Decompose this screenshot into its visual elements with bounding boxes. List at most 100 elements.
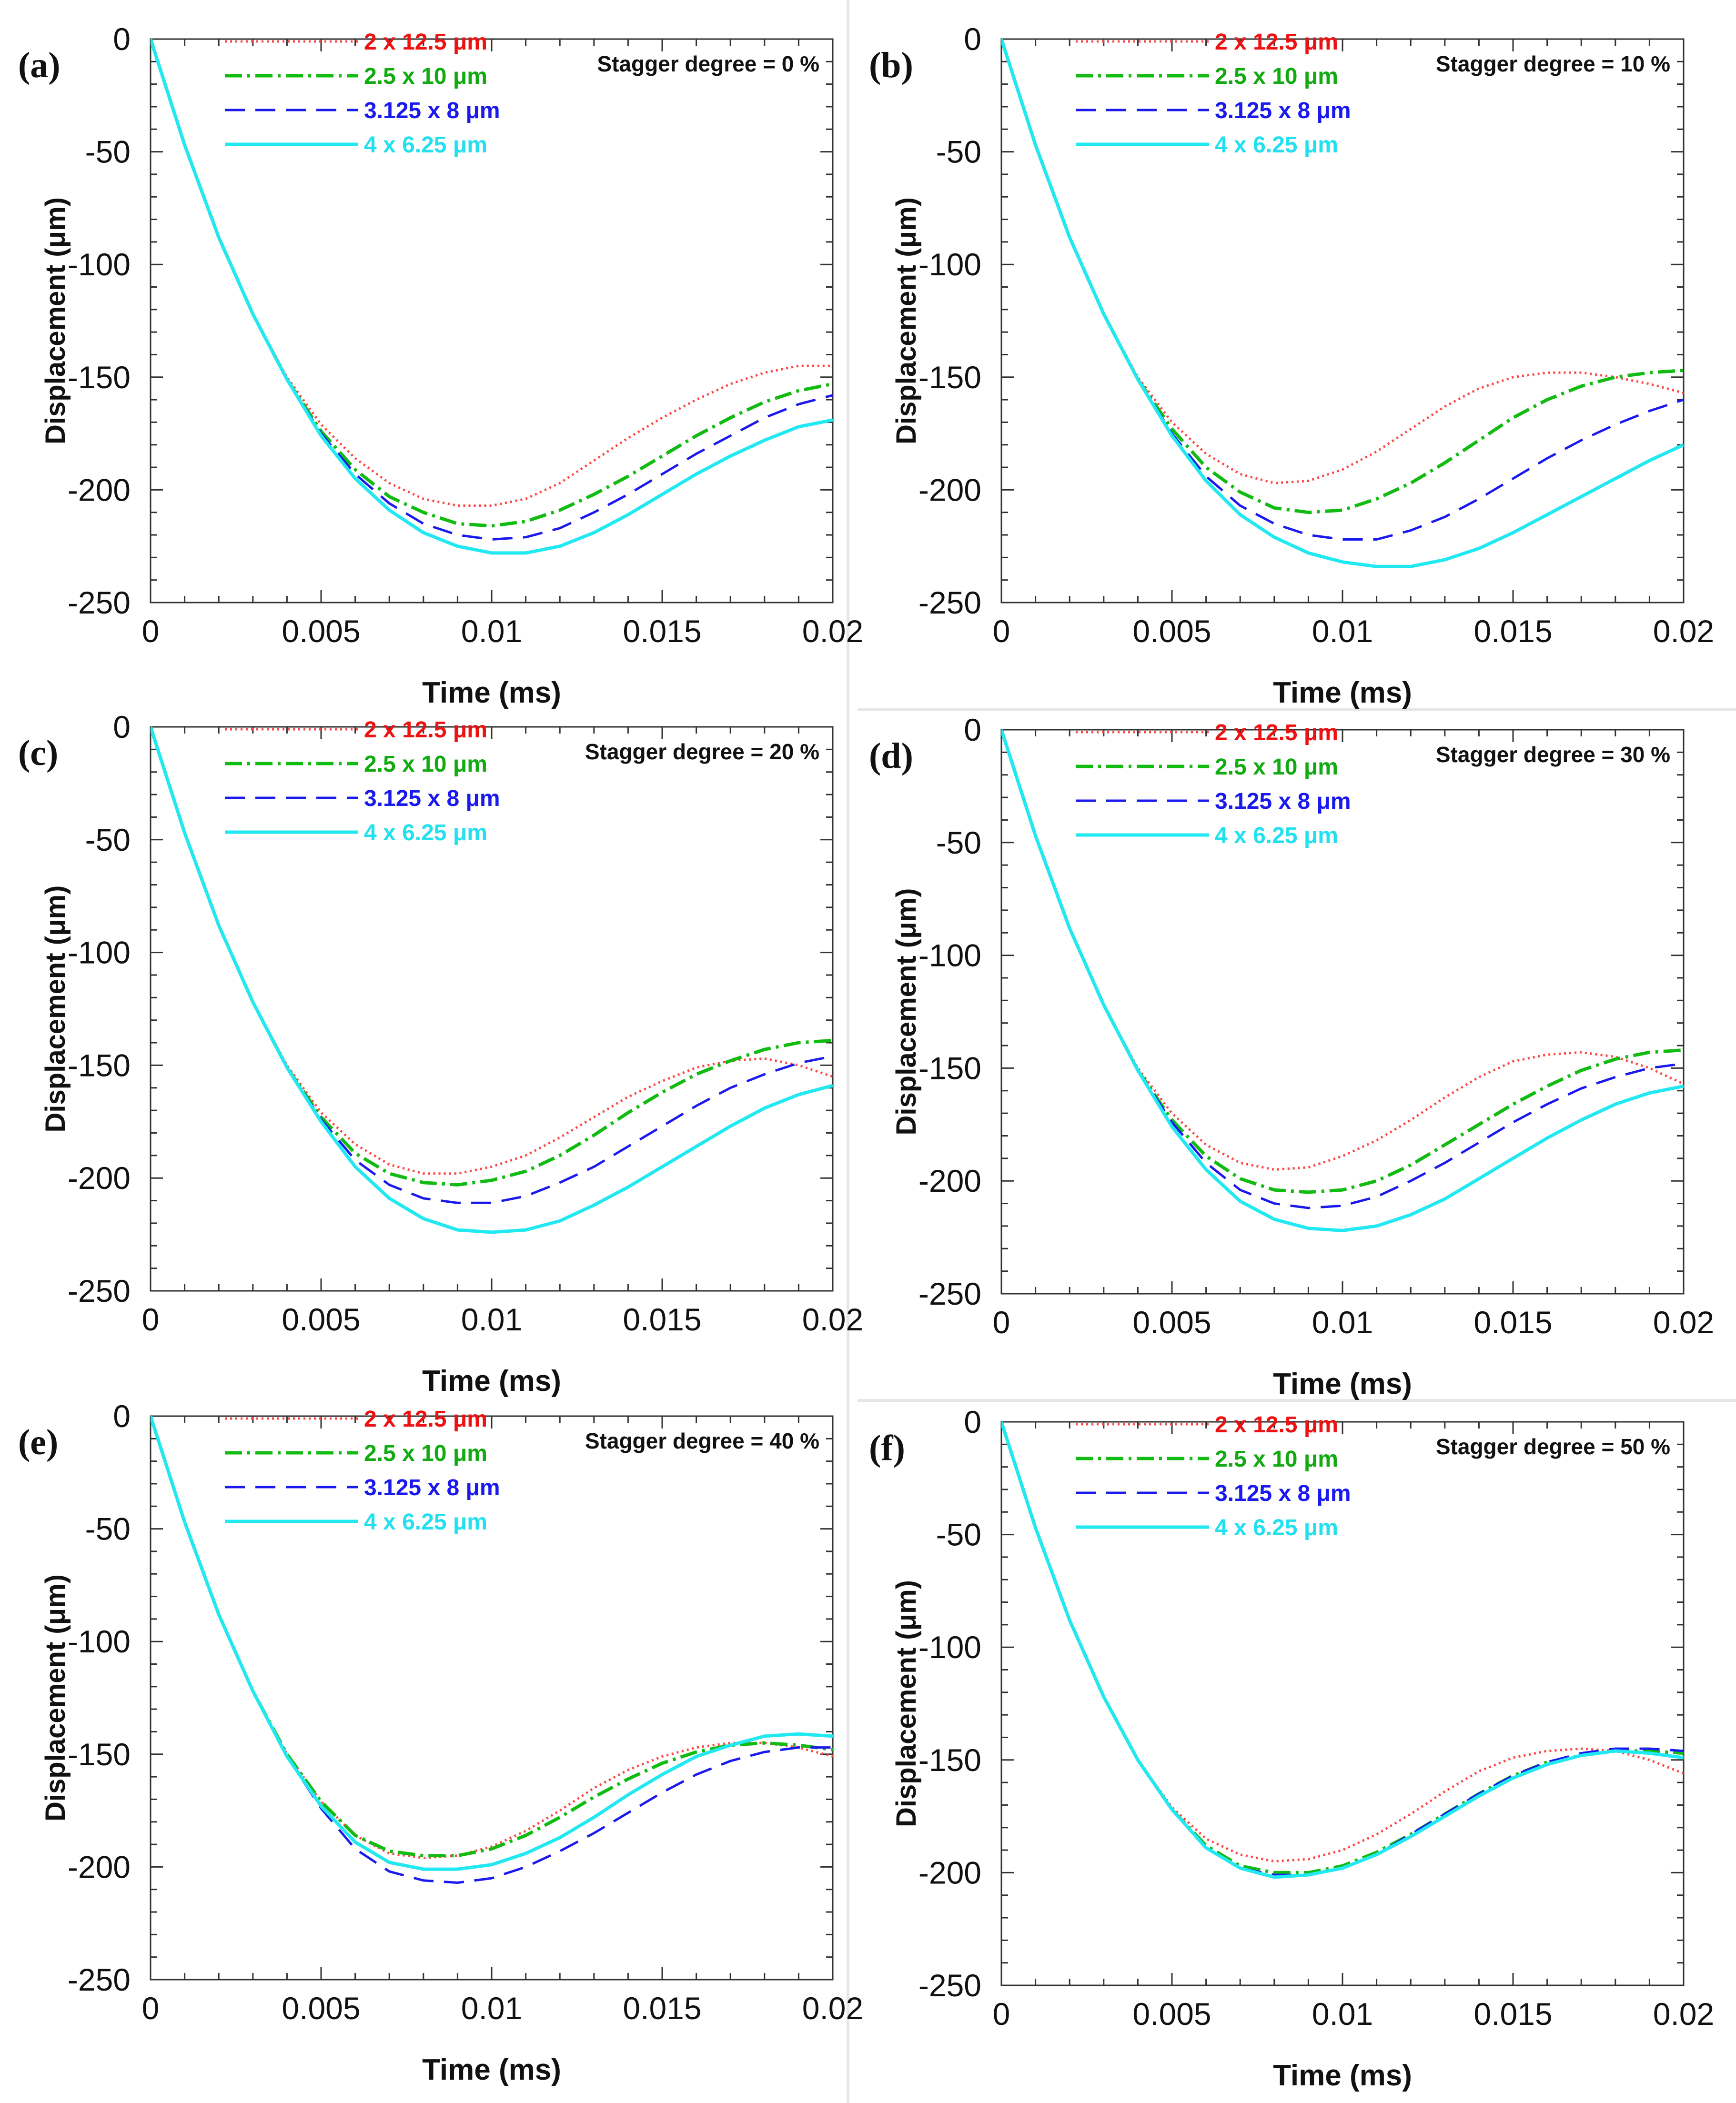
series-line-1 — [151, 726, 833, 1175]
y-tick-label: -200 — [918, 472, 981, 507]
legend-label-2: 2.5 x 10 μm — [1215, 64, 1338, 89]
series-line-4 — [151, 1415, 833, 1871]
legend-label-1: 2 x 12.5 μm — [364, 717, 487, 743]
y-tick-label: -250 — [918, 1968, 981, 2003]
x-tick-label: 0 — [142, 1991, 160, 2026]
y-tick-label: -150 — [918, 360, 981, 395]
stagger-annotation: Stagger degree = 10 % — [1436, 51, 1670, 76]
chart-panel-e: 0 0.005 0.01 0.015 0.02 0 -50 -100 -150 -200 -250 T… — [18, 1399, 863, 2086]
series-line-1 — [1001, 729, 1684, 1171]
panel-label: (d) — [869, 736, 913, 776]
y-tick-label: -100 — [68, 935, 131, 970]
y-tick-label: -150 — [68, 1047, 131, 1083]
x-tick-label: 0.015 — [623, 1991, 701, 2026]
x-axis-title: Time (ms) — [1273, 1368, 1412, 1400]
legend-label-3: 3.125 x 8 μm — [364, 786, 500, 811]
x-tick-label: 0.015 — [623, 614, 701, 649]
y-axis-title: Displacement (μm) — [40, 1574, 71, 1821]
series-line-4 — [1001, 38, 1684, 568]
y-tick-label: 0 — [113, 709, 131, 745]
legend-label-1: 2 x 12.5 μm — [1215, 720, 1338, 745]
legend-label-3: 3.125 x 8 μm — [1215, 789, 1351, 814]
legend-label-3: 3.125 x 8 μm — [1215, 98, 1351, 123]
y-tick-label: -200 — [68, 1160, 131, 1196]
legend-label-4: 4 x 6.25 μm — [1215, 132, 1338, 158]
series-line-4 — [151, 38, 833, 555]
x-tick-label: 0.005 — [282, 1991, 360, 2026]
x-tick-label: 0.01 — [1312, 1996, 1373, 2032]
panel-label: (e) — [18, 1422, 58, 1462]
legend-label-2: 2.5 x 10 μm — [1215, 755, 1338, 780]
legend-label-4: 4 x 6.25 μm — [1215, 823, 1338, 848]
y-tick-label: -250 — [918, 585, 981, 620]
legend-label-4: 4 x 6.25 μm — [1215, 1515, 1338, 1540]
y-tick-label: -100 — [918, 247, 981, 282]
stagger-annotation: Stagger degree = 40 % — [585, 1429, 819, 1453]
legend-label-2: 2.5 x 10 μm — [364, 64, 487, 89]
chart-panel-a: 0 0.005 0.01 0.015 0.02 0 -50 -100 -150 -200 -250 T… — [18, 21, 863, 709]
y-tick-label: -50 — [936, 825, 981, 860]
legend-label-4: 4 x 6.25 μm — [364, 1509, 487, 1535]
legend-label-4: 4 x 6.25 μm — [364, 132, 487, 158]
legend-label-2: 2.5 x 10 μm — [1215, 1447, 1338, 1472]
y-tick-label: -100 — [68, 1624, 131, 1659]
y-tick-label: -250 — [68, 585, 131, 620]
stagger-annotation: Stagger degree = 50 % — [1436, 1434, 1670, 1459]
panel-label: (a) — [18, 45, 61, 85]
y-tick-label: 0 — [964, 712, 981, 747]
x-tick-label: 0.02 — [802, 614, 863, 649]
plot-area — [150, 1415, 834, 1981]
chart-panel-f: 0 0.005 0.01 0.015 0.02 0 -50 -100 -150 -200 -250 T… — [869, 1404, 1714, 2092]
x-tick-label: 0.02 — [1653, 1996, 1714, 2032]
legend-label-3: 3.125 x 8 μm — [364, 98, 500, 123]
y-tick-label: 0 — [113, 21, 131, 57]
y-tick-label: -200 — [68, 472, 131, 507]
panel-label: (b) — [869, 45, 913, 85]
y-tick-label: 0 — [964, 1404, 981, 1439]
y-tick-label: -250 — [68, 1962, 131, 1997]
chart-panel-d: 0 0.005 0.01 0.015 0.02 0 -50 -100 -150 -200 -250 T… — [869, 712, 1714, 1400]
y-tick-label: -150 — [68, 360, 131, 395]
legend-label-4: 4 x 6.25 μm — [364, 820, 487, 845]
stagger-annotation: Stagger degree = 0 % — [597, 51, 819, 76]
x-tick-label: 0.005 — [282, 1302, 360, 1337]
chart-panel-b: 0 0.005 0.01 0.015 0.02 0 -50 -100 -150 -200 -250 T… — [869, 21, 1714, 709]
y-tick-label: -200 — [918, 1855, 981, 1890]
legend-label-2: 2.5 x 10 μm — [364, 1441, 487, 1466]
x-tick-label: 0.015 — [623, 1302, 701, 1337]
plot-area — [1000, 729, 1685, 1295]
y-tick-label: -100 — [918, 938, 981, 973]
y-tick-label: -200 — [68, 1849, 131, 1884]
y-tick-label: -50 — [85, 822, 131, 857]
y-tick-label: -150 — [918, 1050, 981, 1086]
x-tick-label: 0 — [993, 614, 1010, 649]
legend-label-2: 2.5 x 10 μm — [364, 752, 487, 777]
legend-label-3: 3.125 x 8 μm — [1215, 1481, 1351, 1506]
x-tick-label: 0.02 — [1653, 1305, 1714, 1340]
stagger-annotation: Stagger degree = 20 % — [585, 739, 819, 764]
y-axis-title: Displacement (μm) — [891, 1580, 922, 1827]
series-line-1 — [151, 1416, 833, 1859]
plot-area — [1000, 38, 1685, 604]
x-tick-label: 0.01 — [1312, 614, 1373, 649]
x-tick-label: 0.005 — [1132, 614, 1211, 649]
x-axis-title: Time (ms) — [1273, 676, 1412, 709]
x-axis-title: Time (ms) — [422, 1365, 561, 1398]
series-line-4 — [1001, 729, 1684, 1232]
legend-label-1: 2 x 12.5 μm — [364, 1407, 487, 1432]
x-tick-label: 0 — [993, 1305, 1010, 1340]
x-tick-label: 0.015 — [1474, 1996, 1552, 2032]
legend-label-1: 2 x 12.5 μm — [364, 30, 487, 55]
y-tick-label: -150 — [68, 1737, 131, 1772]
series-line-4 — [151, 726, 833, 1234]
legend-label-3: 3.125 x 8 μm — [364, 1475, 500, 1500]
x-tick-label: 0.02 — [802, 1302, 863, 1337]
y-tick-label: 0 — [113, 1399, 131, 1434]
x-tick-label: 0.005 — [1132, 1996, 1211, 2032]
y-axis-title: Displacement (μm) — [891, 197, 922, 444]
x-tick-label: 0.01 — [1312, 1305, 1373, 1340]
x-tick-label: 0.015 — [1474, 614, 1552, 649]
y-tick-label: -250 — [918, 1276, 981, 1311]
y-axis-title: Displacement (μm) — [40, 885, 71, 1133]
series-line-1 — [1001, 39, 1684, 484]
